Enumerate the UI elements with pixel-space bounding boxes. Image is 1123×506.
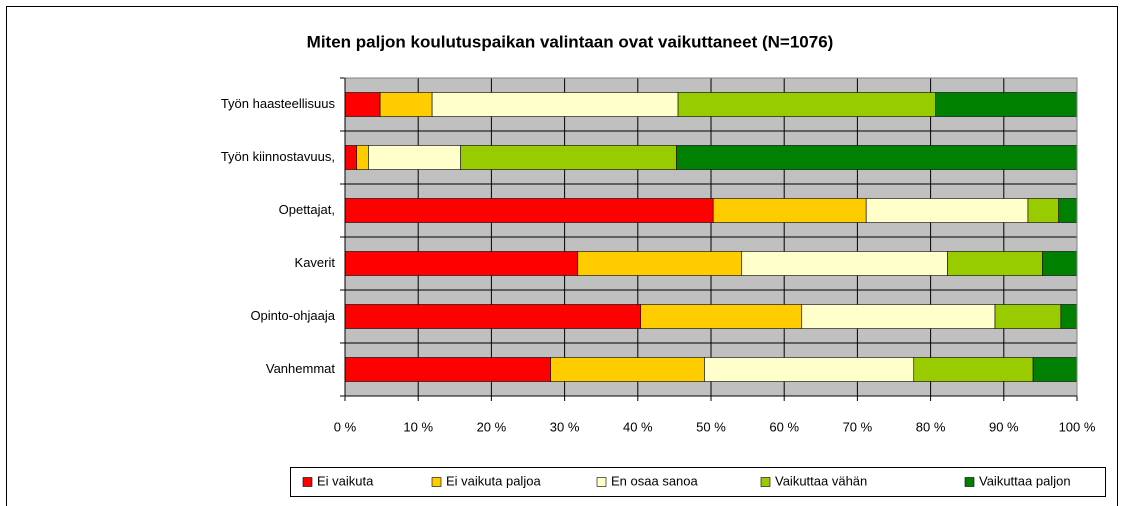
bar-segment	[741, 251, 948, 276]
bar-segment	[344, 251, 579, 276]
bar-segment	[677, 92, 937, 117]
bar-segment	[947, 251, 1043, 276]
bar-segment	[344, 92, 381, 117]
legend-swatch	[964, 477, 975, 487]
bar-segment	[577, 251, 743, 276]
bar-segment	[379, 92, 433, 117]
y-tick-label: Opinto-ohjaaja	[250, 308, 335, 323]
y-tick-label: Vanhemmat	[266, 361, 336, 376]
bar-segment	[1042, 251, 1078, 276]
legend-swatch	[596, 477, 607, 487]
legend-label: Vaikuttaa vähän	[775, 473, 867, 488]
bar-segment	[344, 145, 358, 170]
bar-segment	[368, 145, 461, 170]
bar-segment	[1032, 357, 1078, 382]
x-tick-label: 10 %	[403, 419, 433, 434]
bar-segment	[344, 198, 714, 223]
legend-label: En osaa sanoa	[611, 473, 699, 488]
y-tick-label: Työn haasteellisuus	[221, 96, 336, 111]
x-tick-label: 50 %	[696, 419, 726, 434]
legend-label: Ei vaikuta paljoa	[446, 473, 541, 488]
bar-segment	[801, 304, 996, 329]
bar-segment	[550, 357, 705, 382]
x-tick-label: 100 %	[1059, 419, 1096, 434]
bar-segment	[431, 92, 679, 117]
bar-segment	[994, 304, 1062, 329]
x-tick-label: 20 %	[477, 419, 507, 434]
legend-swatch	[760, 477, 771, 487]
bar-segment	[344, 357, 551, 382]
bar-segment	[704, 357, 915, 382]
bar-segment	[676, 145, 1078, 170]
y-tick-label: Työn kiinnostavuus,	[221, 149, 335, 164]
legend-label: Vaikuttaa paljon	[979, 473, 1071, 488]
legend-swatch	[302, 477, 313, 487]
chart-title: Miten paljon koulutuspaikan valintaan ov…	[307, 32, 834, 51]
x-tick-label: 40 %	[623, 419, 653, 434]
bar-segment	[344, 304, 642, 329]
x-tick-label: 60 %	[769, 419, 799, 434]
bar-segment	[1060, 304, 1078, 329]
y-tick-label: Kaverit	[295, 255, 336, 270]
legend-label: Ei vaikuta	[317, 473, 374, 488]
x-tick-label: 80 %	[916, 419, 946, 434]
bar-segment	[913, 357, 1034, 382]
bar-segment	[712, 198, 867, 223]
bar-segment	[935, 92, 1078, 117]
x-tick-label: 0 %	[334, 419, 357, 434]
y-tick-label: Opettajat,	[279, 202, 335, 217]
bar-segment	[1027, 198, 1060, 223]
x-tick-label: 30 %	[550, 419, 580, 434]
x-tick-label: 90 %	[989, 419, 1019, 434]
bar-segment	[1058, 198, 1078, 223]
bar-segment	[865, 198, 1029, 223]
bar-segment	[460, 145, 677, 170]
bar-segment	[356, 145, 369, 170]
bar-segment	[640, 304, 803, 329]
x-tick-label: 70 %	[843, 419, 873, 434]
legend-swatch	[431, 477, 442, 487]
